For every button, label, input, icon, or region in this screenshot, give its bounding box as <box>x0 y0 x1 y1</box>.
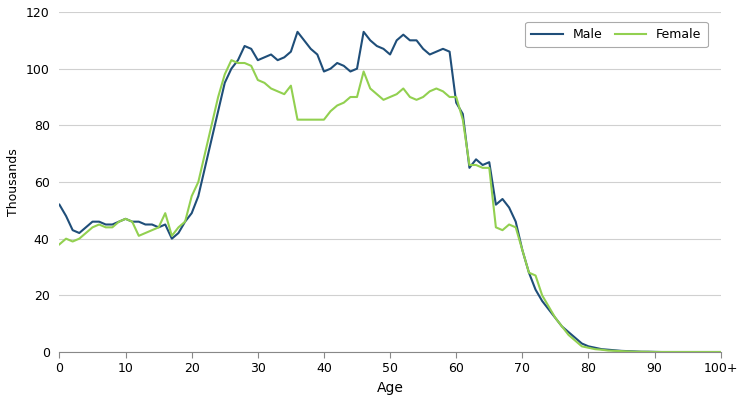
Male <box>293 30 302 34</box>
Female <box>101 225 110 230</box>
Female <box>525 270 533 275</box>
Male <box>657 350 666 354</box>
X-axis label: Age: Age <box>377 381 403 395</box>
Legend: Male, Female: Male, Female <box>525 22 708 47</box>
Male <box>220 80 229 85</box>
Male <box>716 350 725 354</box>
Female <box>55 242 64 247</box>
Female <box>220 72 229 77</box>
Male <box>55 202 64 207</box>
Male <box>101 222 110 227</box>
Line: Female: Female <box>59 60 721 352</box>
Female <box>650 350 659 354</box>
Male <box>458 112 467 116</box>
Y-axis label: Thousands: Thousands <box>7 148 20 216</box>
Male <box>557 324 566 329</box>
Female <box>227 58 236 62</box>
Line: Male: Male <box>59 32 721 352</box>
Female <box>366 86 374 91</box>
Female <box>716 350 725 354</box>
Male <box>366 38 374 43</box>
Female <box>458 117 467 122</box>
Male <box>525 270 533 275</box>
Female <box>557 324 566 329</box>
